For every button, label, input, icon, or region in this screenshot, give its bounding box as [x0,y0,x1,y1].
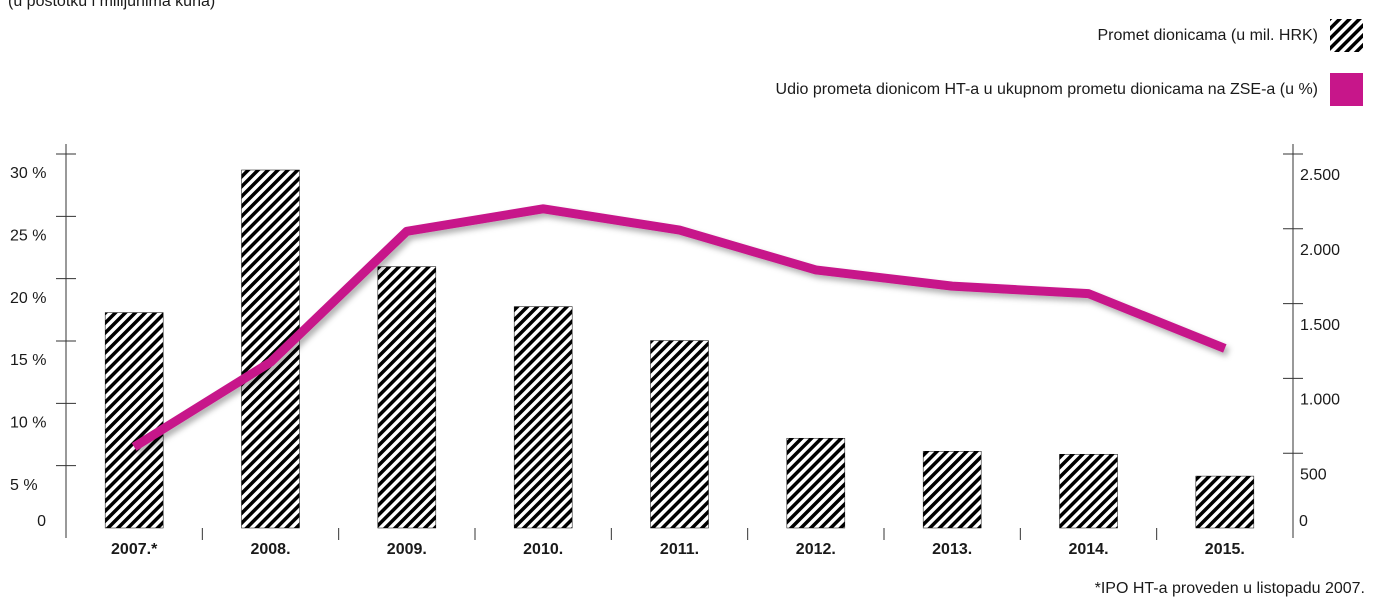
y-tick-label: 0 [37,513,46,530]
x-tick-label: 2009. [387,541,427,558]
x-tick-label: 2010. [523,541,563,558]
y-tick-label: 10 % [10,415,46,432]
y-tick-label: 20 % [10,290,46,307]
legend-swatch [1330,73,1363,106]
x-tick-label: 2007.* [111,541,158,558]
x-tick-label: 2008. [250,541,290,558]
x-tick-label: 2011. [660,541,699,558]
y-tick-label: 25 % [10,228,46,245]
bar [1195,475,1255,529]
legend-label: Udio prometa dionicom HT-a u ukupnom pro… [776,81,1318,98]
bar [1059,453,1118,529]
bar [104,312,164,529]
y-tick-label: 15 % [10,352,46,369]
x-tick-label: 2012. [796,541,836,558]
x-tick-label: 2015. [1205,541,1245,558]
bar [377,266,437,529]
line [131,204,1227,451]
bar [786,437,846,529]
bar [513,306,573,529]
subtitle: (u postotku i milijunima kuna) [8,0,215,10]
footnote: *IPO HT-a proveden u listopadu 2007. [1095,580,1365,597]
bar [241,169,300,529]
y-tick-label: 30 % [10,165,46,182]
y2-tick-label: 2.500 [1300,167,1340,184]
x-tick-label: 2013. [932,541,972,558]
legend-swatch [1330,19,1363,52]
y2-tick-label: 500 [1300,466,1327,483]
bar [650,340,709,529]
x-tick-label: 2014. [1068,541,1108,558]
y2-tick-label: 0 [1299,513,1308,530]
bar [922,451,982,529]
y-tick-label: 5 % [10,477,38,494]
y2-tick-label: 1.000 [1300,392,1340,409]
y2-tick-label: 1.500 [1300,317,1340,334]
y2-tick-label: 2.000 [1300,242,1340,259]
legend-label: Promet dionicama (u mil. HRK) [1098,27,1319,44]
